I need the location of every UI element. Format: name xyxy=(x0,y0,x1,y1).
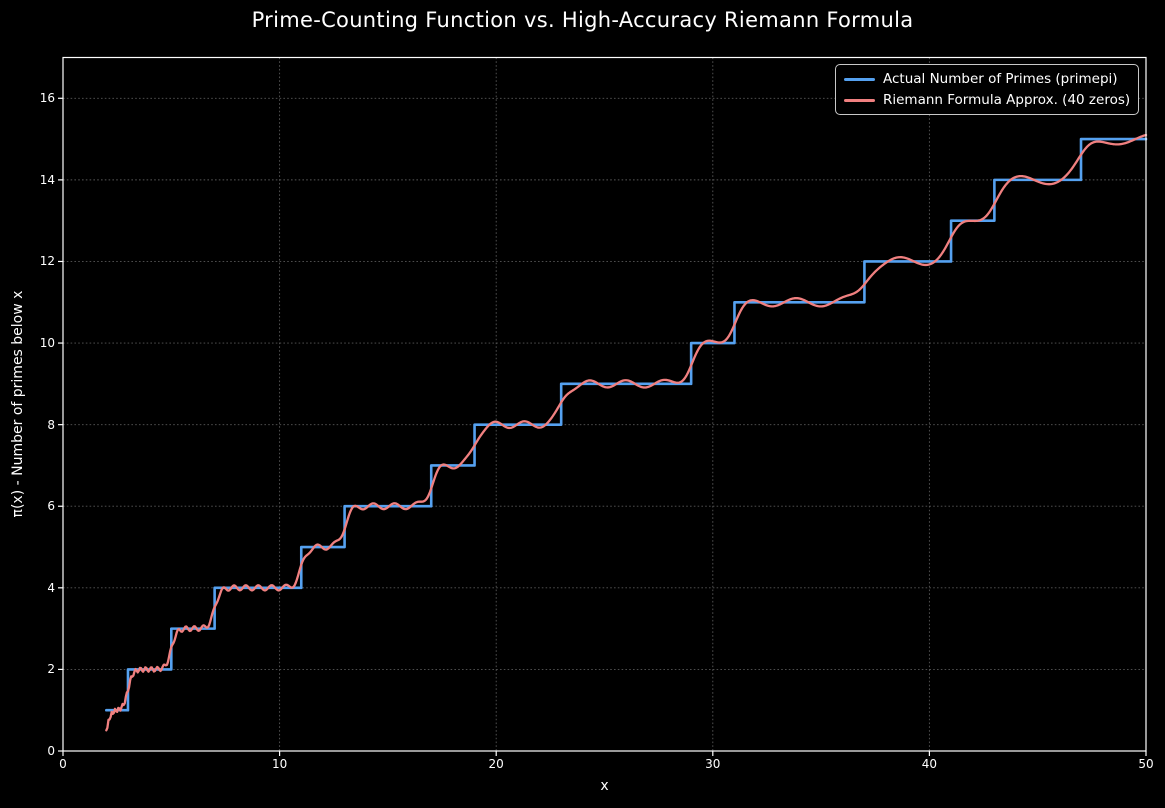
y-axis-label: π(x) - Number of primes below x xyxy=(10,290,26,518)
legend: Actual Number of Primes (primepi) Rieman… xyxy=(835,64,1139,115)
x-tick-label: 30 xyxy=(705,757,721,771)
y-tick-label: 0 xyxy=(47,744,55,758)
x-tick-label: 50 xyxy=(1138,757,1154,771)
riemann-approx-line xyxy=(105,133,1148,732)
legend-item-primepi: Actual Number of Primes (primepi) xyxy=(844,71,1128,87)
y-tick-label: 12 xyxy=(39,254,55,269)
y-tick-label: 14 xyxy=(39,172,55,187)
legend-swatch-primepi-line xyxy=(844,77,875,81)
y-tick-label: 10 xyxy=(39,336,55,351)
chart-title: Prime-Counting Function vs. High-Accurac… xyxy=(251,8,914,32)
y-tick-label: 4 xyxy=(47,580,55,595)
y-tick-label: 2 xyxy=(47,662,55,677)
legend-item-riemann: Riemann Formula Approx. (40 zeros) xyxy=(844,92,1131,108)
legend-label-primepi: Actual Number of Primes (primepi) xyxy=(883,71,1118,87)
x-tick-label: 10 xyxy=(271,757,288,771)
tick-marks xyxy=(58,97,1147,756)
x-tick-label: 40 xyxy=(921,757,938,771)
y-tick-label: 8 xyxy=(47,417,55,432)
y-tick-label: 6 xyxy=(47,499,55,514)
y-tick-label: 16 xyxy=(39,91,55,106)
grid xyxy=(63,57,1146,751)
axes-spines xyxy=(62,56,1147,752)
x-tick-label: 0 xyxy=(59,757,67,771)
x-axis-label: x xyxy=(600,778,609,794)
legend-label-riemann: Riemann Formula Approx. (40 zeros) xyxy=(883,92,1131,108)
legend-swatch-riemann-line xyxy=(844,98,875,102)
x-tick-label: 20 xyxy=(488,757,504,771)
series xyxy=(105,133,1148,732)
